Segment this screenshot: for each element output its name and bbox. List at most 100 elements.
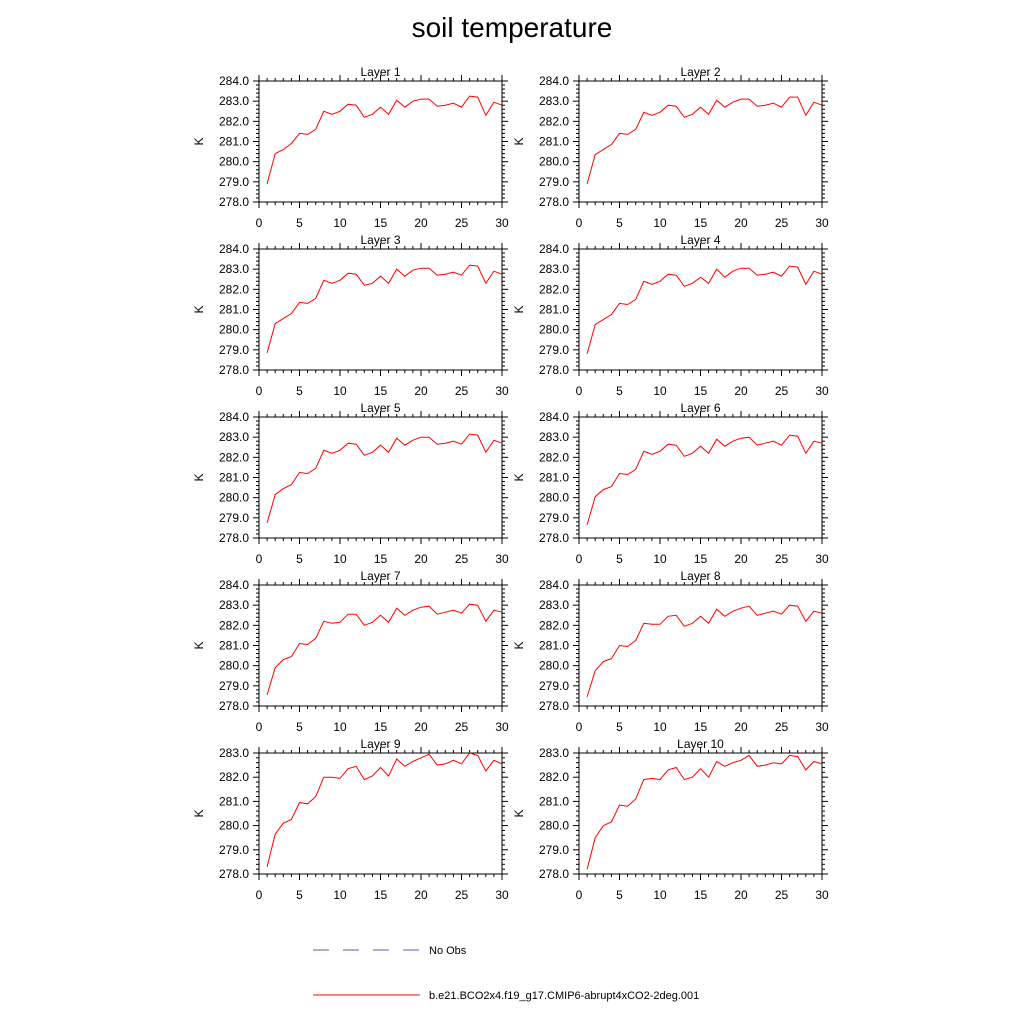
panel-1-data-point [331, 114, 332, 115]
panel-6-ytick-label: 284.0 [539, 410, 569, 424]
panel-3-series-line [266, 264, 503, 354]
panel-4-data-point [789, 266, 790, 267]
panel-4-data-point [716, 269, 717, 270]
panel-6-data-point [724, 446, 725, 447]
panel-8-data-point [635, 640, 636, 641]
panel-8-xtick-label: 15 [694, 720, 708, 734]
panel-5-data-point [429, 437, 430, 438]
panel-10-data-point [651, 778, 652, 779]
panel-2-data-point [822, 105, 823, 106]
panel-3-ytick-label: 279.0 [219, 343, 249, 357]
panel-3-xtick-label: 10 [333, 384, 347, 398]
panel-6-data-point [822, 443, 823, 444]
panel-5-ytick-label: 278.0 [219, 531, 249, 545]
panel-3-xtick-label: 30 [495, 384, 509, 398]
panel-9-data-point [364, 779, 365, 780]
panel-10-data-point [676, 767, 677, 768]
panel-7-data-point [380, 615, 381, 616]
panel-1-data-point [356, 105, 357, 106]
panel-3-data-point [340, 280, 341, 281]
panel-8-title: Layer 8 [680, 569, 720, 583]
panel-8-xtick-label: 20 [734, 720, 748, 734]
panel-5-ytick-label: 284.0 [219, 410, 249, 424]
panel-6-data-point [635, 469, 636, 470]
panel-5-ytick-label: 279.0 [219, 511, 249, 525]
panel-4-data-point [797, 267, 798, 268]
panel-9-ytick-label: 283.0 [219, 746, 249, 760]
panel-5-data-point [275, 494, 276, 495]
panel-10-data-point [789, 755, 790, 756]
panel-3-data-point [323, 280, 324, 281]
panel-2-xtick-label: 15 [694, 216, 708, 230]
panel-9-data-point [445, 763, 446, 764]
panel-5-data-point [291, 484, 292, 485]
panel-5-data-point [372, 452, 373, 453]
panel-1-xtick-label: 30 [495, 216, 509, 230]
panel-5-xtick-label: 15 [374, 552, 388, 566]
panel-7-data-point [461, 613, 462, 614]
panel-7-data-point [315, 638, 316, 639]
panel-6-ytick-label: 280.0 [539, 491, 569, 505]
panel-4-data-point [757, 275, 758, 276]
panel-2-data-point [668, 105, 669, 106]
panel-4-ytick-label: 280.0 [539, 323, 569, 337]
panel-9-xtick-label: 0 [256, 888, 263, 902]
panel-8-data-point [587, 696, 588, 697]
panel-10-ytick-label: 281.0 [539, 794, 569, 808]
panel-5-title: Layer 5 [360, 401, 400, 415]
panel-7-data-point [404, 615, 405, 616]
panel-9-xtick-label: 10 [333, 888, 347, 902]
panel-2-ytick-label: 284.0 [539, 74, 569, 88]
panel-4-title: Layer 4 [680, 233, 720, 247]
panel-9-data-point [267, 866, 268, 867]
panel-1-ytick-label: 284.0 [219, 74, 249, 88]
panel-3-frame [258, 248, 503, 371]
panel-1-ytick-label: 279.0 [219, 175, 249, 189]
panel-9-data-point [291, 819, 292, 820]
panel-8-data-point [619, 645, 620, 646]
panel-5-ytick-label: 281.0 [219, 471, 249, 485]
panel-4-data-point [813, 271, 814, 272]
panel-6-data-point [603, 489, 604, 490]
panel-4-ytick-label: 284.0 [539, 242, 569, 256]
panel-9-ytick-label: 278.0 [219, 867, 249, 881]
panel-9-ytick-label: 279.0 [219, 843, 249, 857]
panel-1-title: Layer 1 [360, 65, 400, 79]
panel-6-data-point [765, 443, 766, 444]
panel-10-series-line [586, 754, 823, 870]
panel-7-xtick-label: 20 [414, 720, 428, 734]
panel-4-data-point [587, 353, 588, 354]
panel-3-xtick-label: 5 [296, 384, 303, 398]
panel-9-data-point [421, 757, 422, 758]
panel-6-data-point [805, 453, 806, 454]
panel-6-data-point [587, 524, 588, 525]
panel-10-data-point [749, 755, 750, 756]
panel-2-title: Layer 2 [680, 65, 720, 79]
panel-3-data-point [348, 273, 349, 274]
panel-10-data-point [587, 869, 588, 870]
panel-1-data-point [477, 97, 478, 98]
panel-3-xtick-label: 25 [455, 384, 469, 398]
panel-5-data-point [502, 443, 503, 444]
panel-9-data-point [396, 759, 397, 760]
panel-8-data-point [692, 623, 693, 624]
panel-9-data-point [404, 766, 405, 767]
panel-4-xtick-label: 5 [616, 384, 623, 398]
legend-model-label: b.e21.BCO2x4.f19_g17.CMIP6-abrupt4xCO2-2… [429, 990, 699, 1002]
panel-5-xtick-label: 5 [296, 552, 303, 566]
panel-10-data-point [595, 837, 596, 838]
panel-5-data-point [315, 468, 316, 469]
panel-4-data-point [676, 275, 677, 276]
panel-8-data-point [595, 670, 596, 671]
panel-10-data-point [773, 762, 774, 763]
panel-9-data-point [461, 763, 462, 764]
panel-5-data-point [485, 452, 486, 453]
panel-8-data-point [700, 616, 701, 617]
panel-7-data-point [453, 610, 454, 611]
panel-8-ytick-label: 282.0 [539, 618, 569, 632]
panel-3-data-point [493, 271, 494, 272]
panel-4-data-point [611, 314, 612, 315]
panel-8-frame [578, 584, 823, 707]
panel-6-data-point [708, 453, 709, 454]
panel-8-ytick-label: 278.0 [539, 699, 569, 713]
